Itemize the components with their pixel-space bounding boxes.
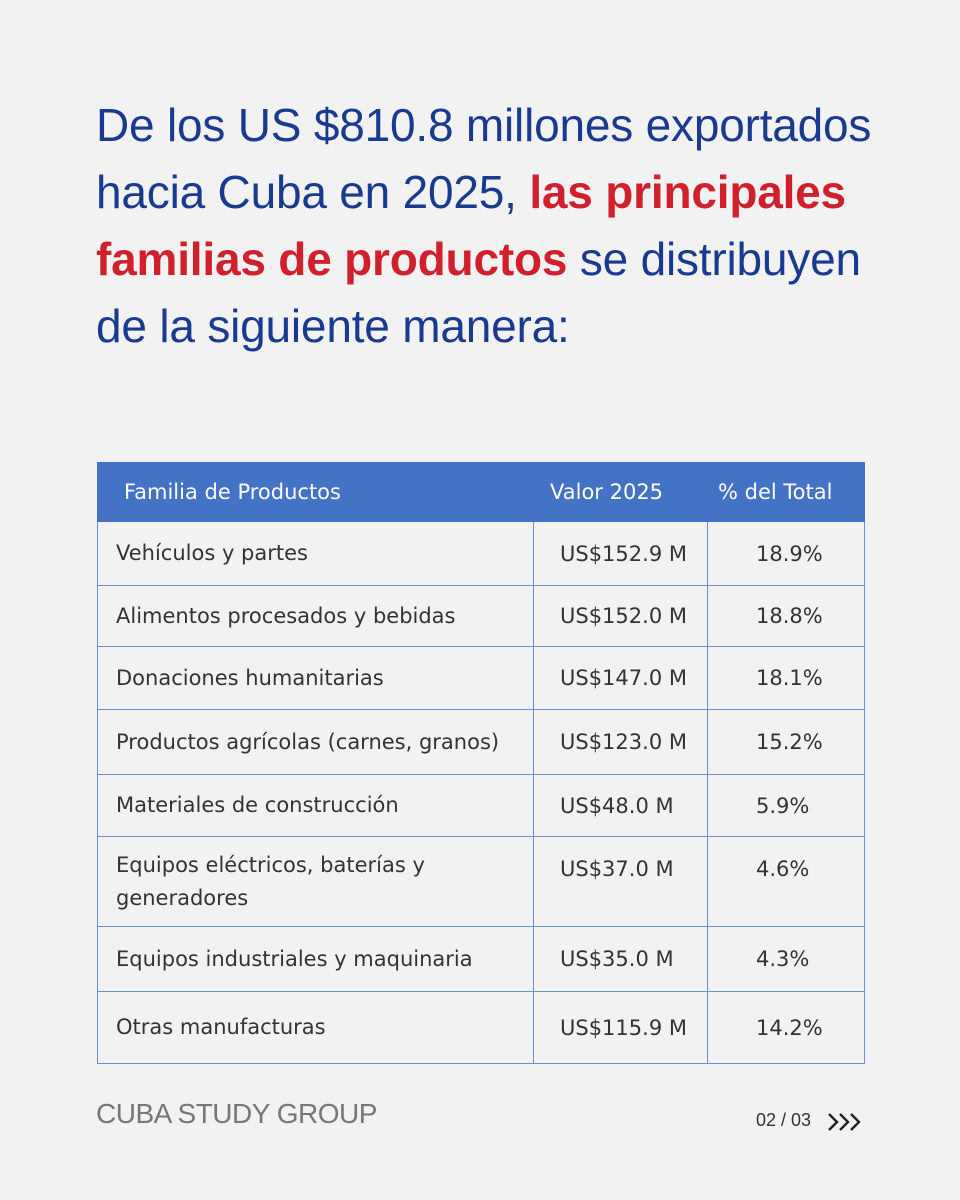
headline-accent: las principales familias de productos [96, 166, 846, 285]
row-value: US$152.0 M [533, 585, 708, 647]
row-value: US$115.9 M [533, 991, 708, 1064]
row-percent: 15.2% [707, 709, 865, 775]
table-row: Materiales de construcción US$48.0 M 5.9… [97, 774, 865, 837]
row-value: US$147.0 M [533, 646, 708, 710]
table-row: Productos agrícolas (carnes, granos) US$… [97, 709, 865, 775]
headline: De los US $810.8 millones exportados hac… [96, 92, 876, 360]
row-name: Donaciones humanitarias [97, 646, 534, 710]
triple-chevron-right-icon[interactable] [826, 1110, 866, 1134]
row-value: US$152.9 M [533, 521, 708, 586]
headline-part-2: se distribuyen de la siguiente manera: [96, 233, 861, 352]
row-percent: 18.9% [707, 521, 865, 586]
table-header-row: Familia de Productos Valor 2025 % del To… [97, 462, 865, 522]
row-value: US$48.0 M [533, 774, 708, 837]
header-family: Familia de Productos [97, 462, 534, 522]
row-percent: 5.9% [707, 774, 865, 837]
headline-part-1: De los US $810.8 millones exportados hac… [96, 99, 872, 218]
header-percent: % del Total [707, 462, 865, 522]
row-percent: 4.3% [707, 926, 865, 992]
table-row: Equipos eléctricos, baterías y generador… [97, 836, 865, 927]
header-value: Valor 2025 [533, 462, 708, 522]
row-percent: 14.2% [707, 991, 865, 1064]
row-percent: 4.6% [707, 836, 865, 927]
table-row: Otras manufacturas US$115.9 M 14.2% [97, 991, 865, 1064]
row-value: US$123.0 M [533, 709, 708, 775]
page-indicator: 02 / 03 [756, 1110, 812, 1130]
row-name: Equipos eléctricos, baterías y generador… [97, 836, 534, 927]
row-name: Vehículos y partes [97, 521, 534, 586]
table-row: Equipos industriales y maquinaria US$35.… [97, 926, 865, 992]
row-value: US$37.0 M [533, 836, 708, 927]
table-row: Vehículos y partes US$152.9 M 18.9% [97, 521, 865, 586]
row-name: Equipos industriales y maquinaria [97, 926, 534, 992]
row-name: Alimentos procesados y bebidas [97, 585, 534, 647]
cuba-study-group-logo: CUBA STUDY GROUP [96, 1098, 377, 1129]
row-name: Otras manufacturas [97, 991, 534, 1064]
product-table: Familia de Productos Valor 2025 % del To… [97, 462, 865, 1064]
row-name: Productos agrícolas (carnes, granos) [97, 709, 534, 775]
row-value: US$35.0 M [533, 926, 708, 992]
table-row: Alimentos procesados y bebidas US$152.0 … [97, 585, 865, 647]
row-percent: 18.8% [707, 585, 865, 647]
row-percent: 18.1% [707, 646, 865, 710]
table-row: Donaciones humanitarias US$147.0 M 18.1% [97, 646, 865, 710]
row-name: Materiales de construcción [97, 774, 534, 837]
